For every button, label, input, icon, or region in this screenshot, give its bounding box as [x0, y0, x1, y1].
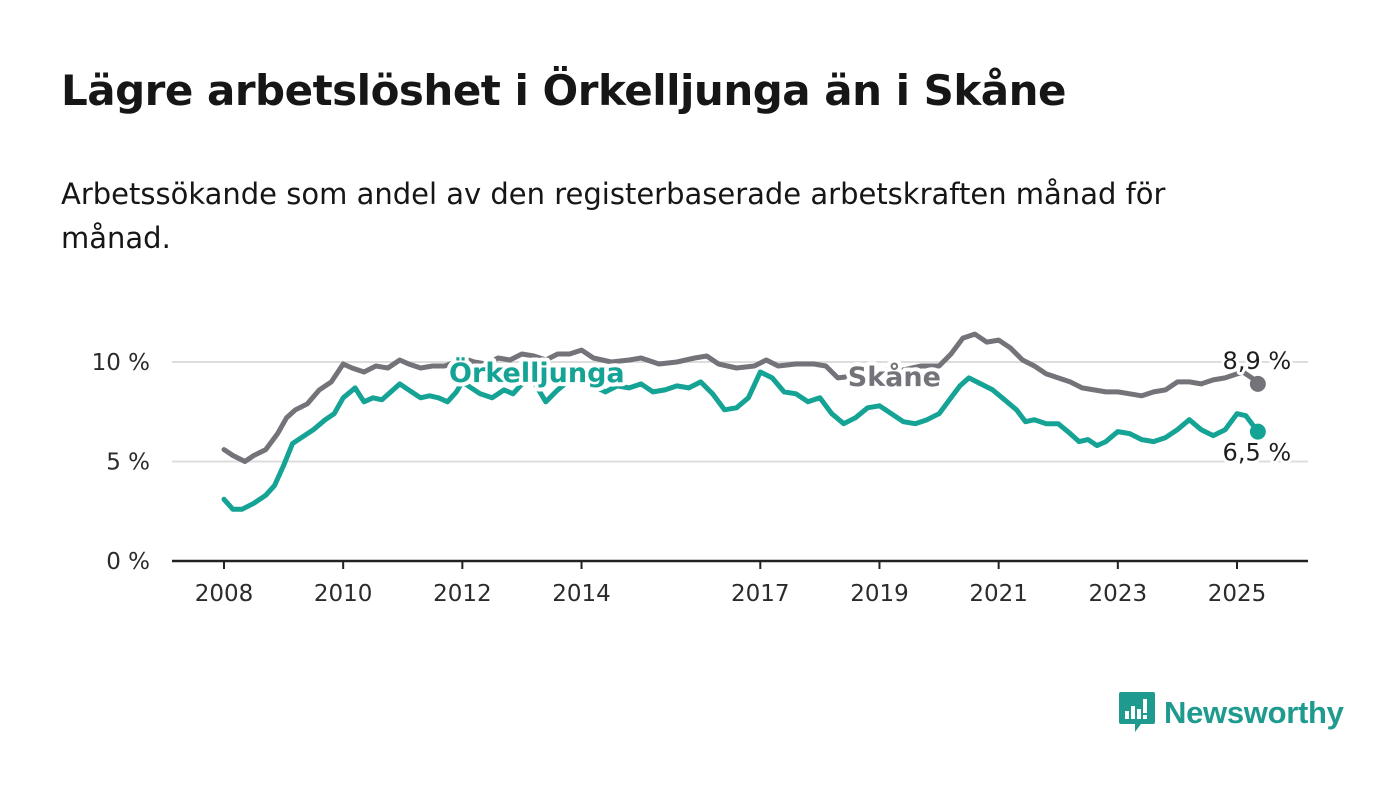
end-point-orkelljunga — [1249, 423, 1266, 440]
x-tick-label-2025: 2025 — [1208, 581, 1267, 607]
series-label-orkelljunga: Örkelljunga — [449, 356, 625, 389]
x-tick-label-2019: 2019 — [850, 581, 909, 607]
chart-subtitle: Arbetssökande som andel av den registerb… — [61, 177, 1166, 255]
x-tick-label-2021: 2021 — [969, 581, 1028, 607]
newsworthy-logo: Newsworthy — [1118, 690, 1344, 736]
x-tick-label-2010: 2010 — [314, 581, 373, 607]
y-axis-ticks: 0 % 5 % 10 % — [92, 350, 150, 575]
x-tick-label-2014: 2014 — [552, 581, 611, 607]
y-tick-label-10: 10 % — [92, 350, 150, 376]
chart-title: Lägre arbetslöshet i Örkelljunga än i Sk… — [61, 66, 1067, 115]
end-label-skane: 8,9 % — [1223, 347, 1292, 375]
series-line-skane — [221, 331, 1261, 464]
logo-text: Newsworthy — [1164, 695, 1344, 730]
end-label-orkelljunga: 6,5 % — [1223, 439, 1292, 467]
series-label-skane: Skåne — [848, 361, 941, 393]
x-tick-label-2017: 2017 — [731, 581, 790, 607]
grid-lines — [172, 361, 1308, 463]
x-tick-label-2008: 2008 — [195, 581, 254, 607]
x-axis-ticks: 2008 2010 2012 2014 2017 2019 2021 2023 2025 — [172, 559, 1308, 607]
newsworthy-bar-chart-icon — [1119, 692, 1155, 732]
x-tick-label-2023: 2023 — [1089, 581, 1148, 607]
end-point-skane — [1249, 375, 1266, 392]
y-tick-label-5: 5 % — [106, 450, 150, 476]
series-lines — [221, 331, 1261, 512]
series-line-orkelljunga — [221, 369, 1261, 512]
series-labels: Skåne Örkelljunga 8,9 % 6,5 % — [445, 344, 1294, 470]
y-tick-label-0: 0 % — [106, 549, 150, 575]
x-tick-label-2012: 2012 — [433, 581, 492, 607]
